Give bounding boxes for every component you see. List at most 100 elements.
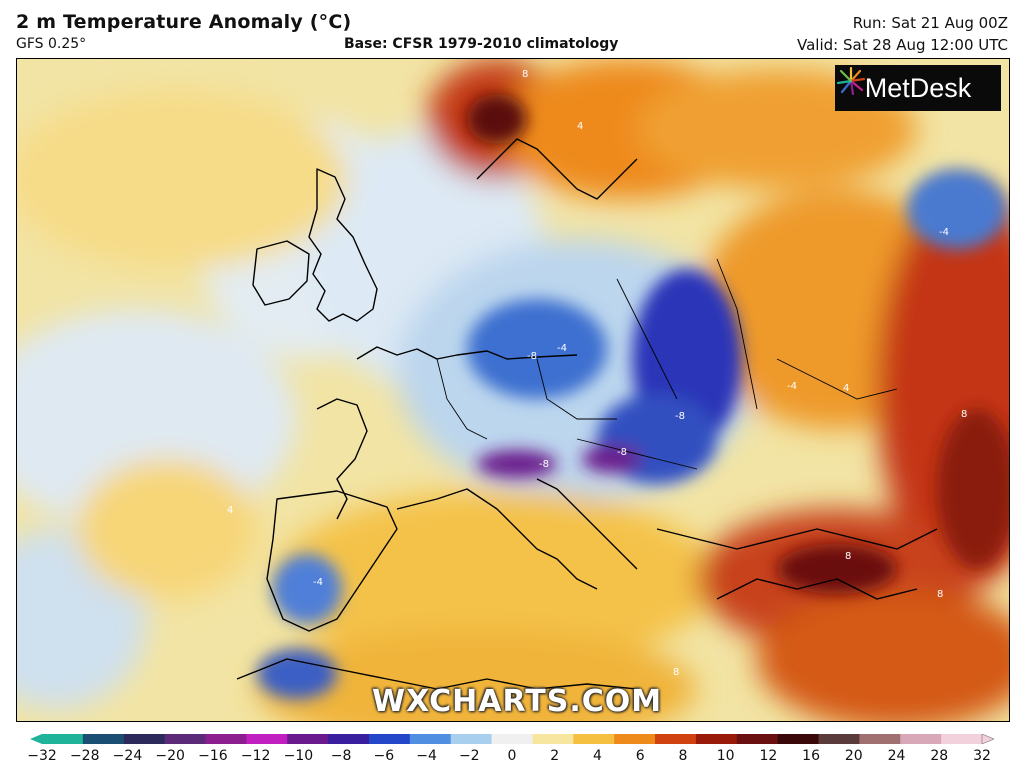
- logo-text: MetDesk: [864, 72, 972, 103]
- colorbar-segment: [287, 734, 329, 744]
- colorbar-segment: [859, 734, 901, 744]
- colorbar-tick-label: −4: [416, 748, 437, 764]
- colorbar-tick-label: 24: [887, 748, 906, 764]
- colorbar-segment: [941, 734, 983, 744]
- colorbar-segment: [368, 734, 411, 744]
- field-med-warm: [277, 489, 717, 669]
- colorbar-tick-label: 16: [802, 748, 820, 764]
- model-label: GFS 0.25°: [16, 36, 87, 52]
- colorbar-segment: [695, 734, 738, 744]
- colorbar-segment: [82, 734, 125, 744]
- field-north-atlantic-warm: [17, 89, 347, 269]
- colorbar-tick-label: −16: [198, 748, 228, 764]
- contour-label: 8: [673, 667, 680, 678]
- colorbar-tick-label: −20: [155, 748, 185, 764]
- contour-label: -4: [787, 381, 797, 392]
- coastline-ireland: [252, 240, 310, 306]
- coastline-britain: [308, 168, 378, 322]
- colorbar-segment: [409, 734, 452, 744]
- contour-label: -4: [313, 577, 323, 588]
- field-balkan-coldest: [582, 445, 642, 473]
- contour-label: -8: [675, 411, 685, 422]
- colorbar-tick-label: −6: [373, 748, 395, 764]
- colorbar-segment: [123, 734, 166, 744]
- coastline-biscay: [316, 398, 368, 520]
- border-5: [576, 438, 698, 470]
- contour-label: 8: [522, 69, 529, 80]
- coastlines: [236, 138, 938, 690]
- anomaly-map[interactable]: 8 4 -4 -8 8 -8 -8 -4 4 8 -4 8 4 -8 8 -4 …: [16, 58, 1010, 722]
- starburst-logo-icon: [836, 66, 866, 96]
- colorbar-tick-label: −12: [240, 748, 271, 764]
- colorbar-segment: [655, 734, 697, 744]
- contour-label: 4: [227, 505, 234, 516]
- colorbar-tick-label: 28: [930, 748, 949, 764]
- anomaly-map-canvas: [17, 59, 1009, 721]
- contour-label: 8: [845, 551, 852, 562]
- colorbar-tick-label: 4: [592, 748, 602, 764]
- field-azores-warm: [77, 459, 257, 599]
- colorbar-segment: [450, 734, 493, 744]
- colorbar-tick-label: 20: [844, 748, 863, 764]
- colorbar-segment: [328, 734, 370, 744]
- watermark: WXCHARTS.COM: [372, 684, 663, 719]
- colorbar-tick-label: −10: [283, 748, 314, 764]
- colorbar-segment: [491, 734, 533, 744]
- colorbar-tick-label: 32: [973, 748, 991, 764]
- colorbar-tick-label: −8: [330, 748, 352, 764]
- coastline-anatolia: [716, 578, 918, 600]
- border-1: [436, 358, 488, 440]
- colorbar-ticks: −32 −28 −24 −20 −16 −12 −10 −8 −6 −4 −2 0 2 4 6 8 10 12 16…: [0, 748, 1024, 768]
- colorbar-segment: [205, 734, 247, 744]
- colorbar-tick-label: 6: [635, 748, 645, 764]
- colorbar-tick-label: −24: [112, 748, 143, 764]
- chart-title: 2 m Temperature Anomaly (°C): [16, 11, 352, 33]
- field-norway-core: [467, 94, 527, 144]
- coastline-adriatic: [536, 478, 638, 570]
- colorbar-tick-label: 0: [507, 748, 517, 764]
- colorbar-segment: [246, 734, 288, 744]
- valid-time-label: Valid: Sat 28 Aug 12:00 UTC: [797, 36, 1008, 54]
- colorbar-right-arrow: [981, 734, 994, 744]
- coastline-scandinavia: [476, 138, 638, 200]
- coastline-italy-west: [396, 488, 598, 590]
- contour-label: 8: [937, 589, 944, 600]
- field-mideast-hot: [757, 589, 1009, 721]
- coastline-north-africa: [236, 658, 638, 690]
- coastline-blacksea: [656, 528, 938, 550]
- colorbar-segment: [818, 734, 860, 744]
- borders: [436, 258, 898, 470]
- contour-label: 4: [843, 383, 850, 394]
- contour-label: 4: [577, 121, 584, 132]
- colorbar-segment: [900, 734, 942, 744]
- base-climatology-label: Base: CFSR 1979-2010 climatology: [344, 36, 619, 52]
- colorbar-segment: [736, 734, 779, 744]
- contour-label: -8: [617, 447, 627, 458]
- colorbar-tick-label: −28: [69, 748, 100, 764]
- colorbar-tick-label: 12: [759, 748, 778, 764]
- field-atlantic-cool: [17, 309, 297, 529]
- field-caucasus-core: [937, 409, 1009, 569]
- colorbar-segment: [573, 734, 615, 744]
- field-germany-cold: [467, 299, 607, 399]
- colorbar-segment: [532, 734, 574, 744]
- field-alps-coldest: [477, 450, 557, 478]
- border-6: [776, 358, 898, 400]
- contour-label: -4: [557, 343, 567, 354]
- coastline-france-north: [356, 346, 578, 360]
- colorbar-tick-label: −32: [27, 748, 57, 764]
- coastline-iberia: [266, 490, 398, 632]
- colorbar-tick-label: −2: [458, 748, 480, 764]
- colorbar-tick-label: 8: [678, 748, 688, 764]
- contour-label: 8: [961, 409, 968, 420]
- field-africa-warm: [257, 629, 697, 721]
- border-3: [616, 278, 678, 400]
- field-anatolia-core: [777, 544, 897, 594]
- colorbar-left-arrow: [30, 734, 42, 744]
- contour-label: -4: [939, 227, 949, 238]
- field-morocco-cold: [257, 649, 337, 699]
- run-time-label: Run: Sat 21 Aug 00Z: [852, 14, 1008, 32]
- colorbar: [30, 734, 994, 744]
- contour-label: -8: [539, 459, 549, 470]
- colorbar-tick-label: 10: [716, 748, 735, 764]
